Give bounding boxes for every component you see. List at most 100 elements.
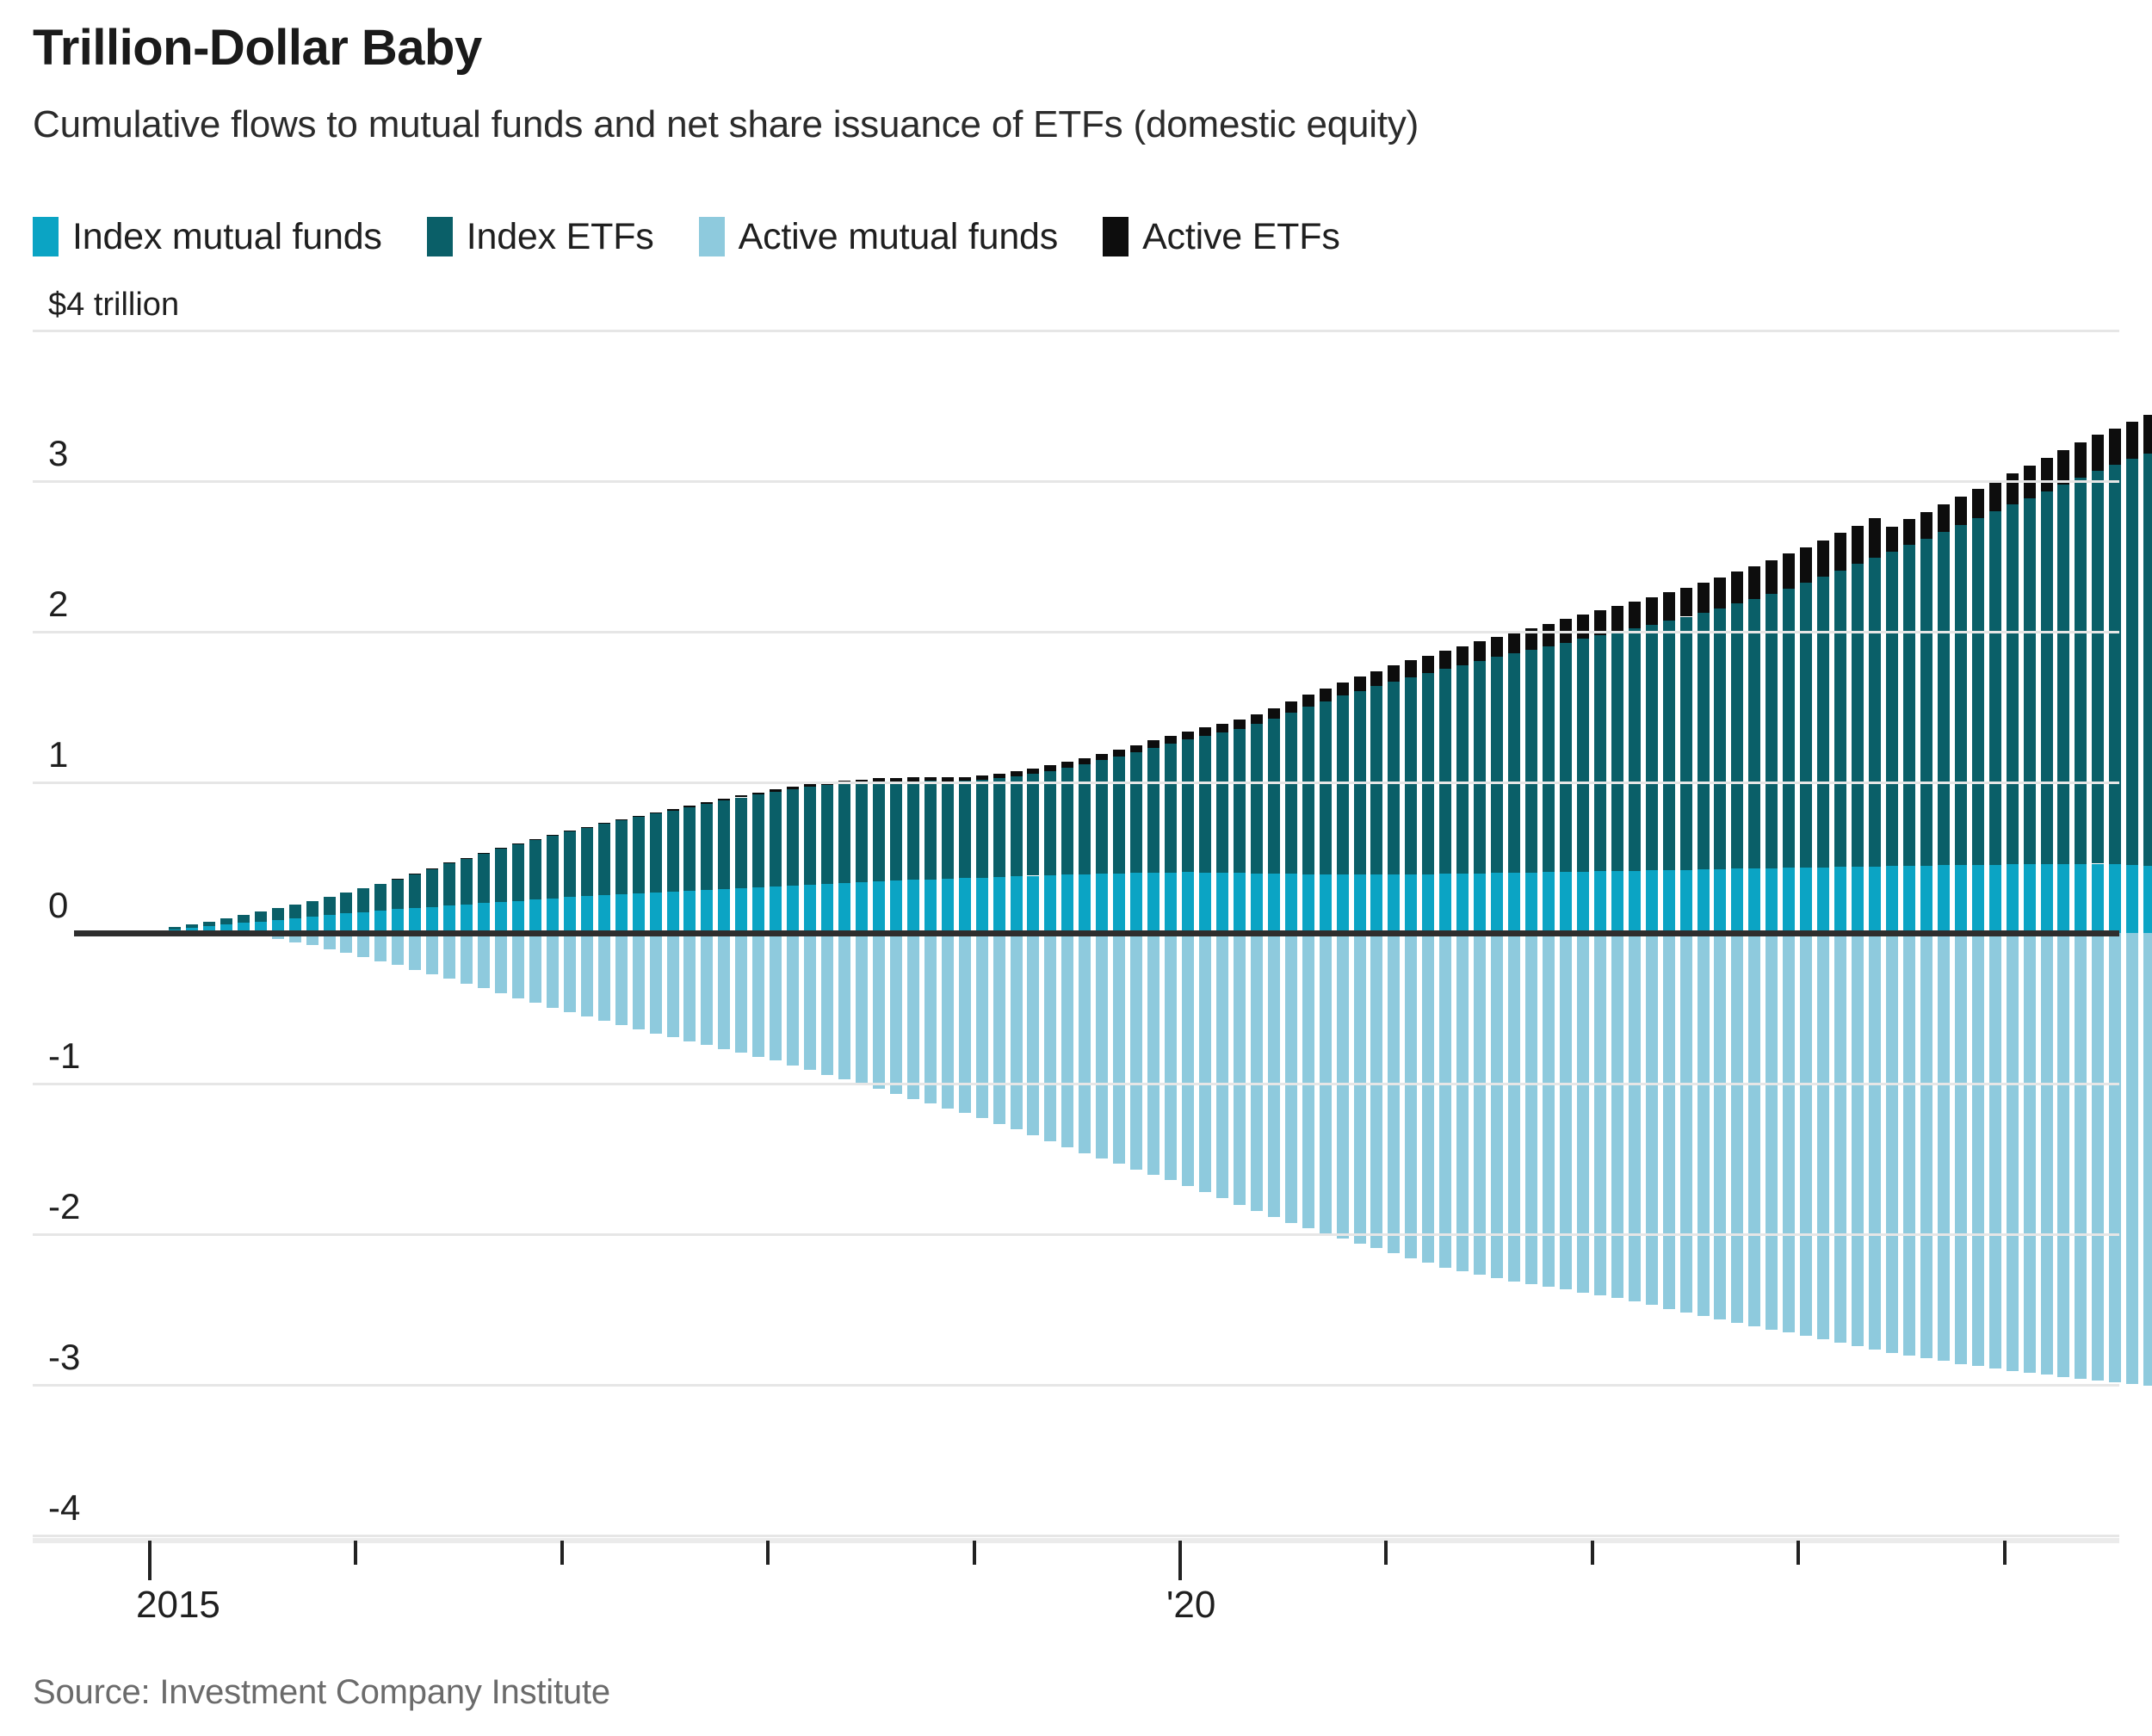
bar-column[interactable] [1010,331,1023,1535]
bar-column[interactable] [461,331,473,1535]
bar-column[interactable] [787,331,800,1535]
bar-column[interactable] [1611,331,1623,1535]
bar-column[interactable] [1748,331,1761,1535]
bar-column[interactable] [392,331,405,1535]
bar-column[interactable] [443,331,456,1535]
bar-column[interactable] [511,331,524,1535]
bar-column[interactable] [1869,331,1881,1535]
bar-column[interactable] [1988,331,2001,1535]
bar-column[interactable] [1405,331,1418,1535]
bar-column[interactable] [1714,331,1727,1535]
bar-column[interactable] [649,331,662,1535]
bar-column[interactable] [1096,331,1109,1535]
bar-column[interactable] [1388,331,1401,1535]
bar-column[interactable] [1559,331,1572,1535]
bar-column[interactable] [1267,331,1280,1535]
bar-column[interactable] [752,331,765,1535]
bar-column[interactable] [906,331,919,1535]
bar-column[interactable] [495,331,507,1535]
bar-column[interactable] [529,331,541,1535]
bar-column[interactable] [1817,331,1830,1535]
bar-column[interactable] [701,331,714,1535]
bar-column[interactable] [1198,331,1211,1535]
bar-column[interactable] [718,331,731,1535]
bar-column[interactable] [580,331,593,1535]
bar-column[interactable] [374,331,387,1535]
bar-column[interactable] [288,331,301,1535]
bar-column[interactable] [1766,331,1778,1535]
bar-column[interactable] [2040,331,2053,1535]
bar-column[interactable] [1697,331,1710,1535]
bar-column[interactable] [1902,331,1915,1535]
bar-column[interactable] [478,331,491,1535]
bar-column[interactable] [1852,331,1864,1535]
bar-column[interactable] [821,331,834,1535]
bar-column[interactable] [975,331,988,1535]
bar-column[interactable] [1302,331,1314,1535]
bar-column[interactable] [872,331,885,1535]
bar-column[interactable] [1542,331,1555,1535]
bar-column[interactable] [1954,331,1967,1535]
bar-column[interactable] [1079,331,1091,1535]
bar-column[interactable] [1971,331,1984,1535]
bar-column[interactable] [993,331,1005,1535]
bar-column[interactable] [735,331,748,1535]
bar-column[interactable] [1456,331,1469,1535]
bar-column[interactable] [804,331,817,1535]
legend-item[interactable]: Active ETFs [1103,217,1340,256]
bar-column[interactable] [1233,331,1246,1535]
bar-column[interactable] [563,331,576,1535]
bar-column[interactable] [1491,331,1504,1535]
bar-column[interactable] [1182,331,1194,1535]
bar-column[interactable] [1474,331,1487,1535]
bar-column[interactable] [889,331,902,1535]
bar-column[interactable] [855,331,868,1535]
bar-column[interactable] [2057,331,2070,1535]
bar-column[interactable] [323,331,336,1535]
bar-column[interactable] [615,331,628,1535]
bar-column[interactable] [1061,331,1074,1535]
bar-column[interactable] [1370,331,1383,1535]
bar-column[interactable] [1885,331,1898,1535]
bar-column[interactable] [546,331,559,1535]
legend-item[interactable]: Index mutual funds [33,217,382,256]
bar-column[interactable] [1147,331,1160,1535]
bar-column[interactable] [924,331,937,1535]
bar-column[interactable] [1422,331,1435,1535]
bar-column[interactable] [2092,331,2105,1535]
bar-column[interactable] [1628,331,1641,1535]
bar-column[interactable] [1250,331,1263,1535]
bar-column[interactable] [426,331,439,1535]
bar-column[interactable] [340,331,353,1535]
bar-column[interactable] [1215,331,1228,1535]
bar-column[interactable] [1645,331,1658,1535]
bar-column[interactable] [683,331,696,1535]
bar-column[interactable] [1576,331,1589,1535]
bar-column[interactable] [2143,331,2152,1535]
bar-column[interactable] [1834,331,1847,1535]
bar-column[interactable] [1593,331,1606,1535]
bar-column[interactable] [1336,331,1349,1535]
bar-column[interactable] [2006,331,2019,1535]
bar-column[interactable] [2023,331,2036,1535]
bar-column[interactable] [666,331,679,1535]
bar-column[interactable] [1662,331,1675,1535]
bar-column[interactable] [838,331,850,1535]
bar-column[interactable] [632,331,645,1535]
bar-column[interactable] [597,331,610,1535]
bar-column[interactable] [1165,331,1178,1535]
legend-item[interactable]: Index ETFs [426,217,654,256]
bar-column[interactable] [941,331,954,1535]
bar-column[interactable] [1044,331,1057,1535]
bar-column[interactable] [770,331,782,1535]
bar-column[interactable] [409,331,422,1535]
bar-column[interactable] [2075,331,2087,1535]
bar-column[interactable] [1679,331,1692,1535]
bar-column[interactable] [1800,331,1813,1535]
bar-column[interactable] [2109,331,2122,1535]
bar-column[interactable] [1284,331,1297,1535]
legend-item[interactable]: Active mutual funds [698,217,1058,256]
bar-column[interactable] [1113,331,1126,1535]
bar-column[interactable] [1439,331,1452,1535]
bar-column[interactable] [1525,331,1537,1535]
